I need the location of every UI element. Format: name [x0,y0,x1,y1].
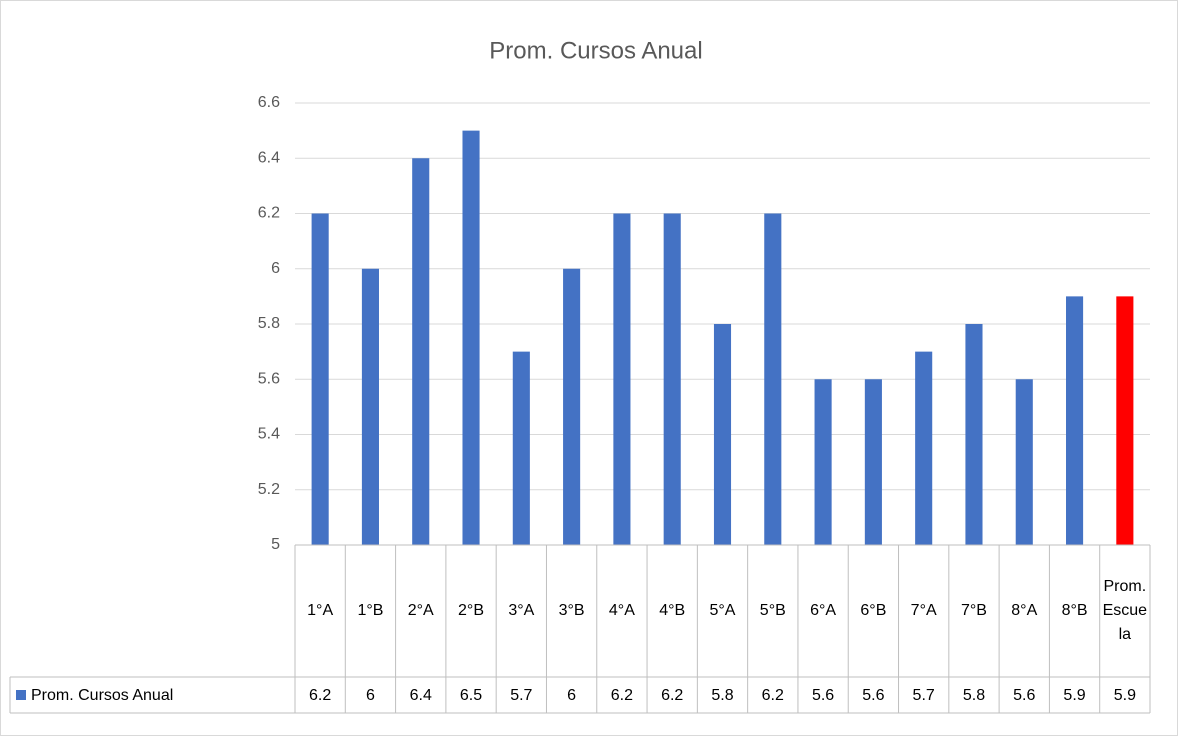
x-tick-label: 8°B [1061,602,1088,619]
y-tick-label: 5.6 [258,370,280,387]
x-tick-label: 6°A [810,602,837,619]
x-tick-label: 1°B [357,602,384,619]
x-tick-label: Prom. Escuela [1102,578,1148,643]
bar [613,213,631,545]
table-value: 5.6 [812,687,834,704]
x-tick-label: 3°A [508,602,535,619]
x-tick-label: 4°A [608,602,635,619]
bar [915,351,933,545]
bar [311,213,329,545]
x-tick-label: 3°B [558,602,585,619]
bar [412,158,430,545]
category-cell: 5°B [759,602,786,619]
category-cell: 8°A [1011,602,1038,619]
category-cell: Prom. Escuela [1102,578,1148,643]
bar [1066,296,1084,545]
table-value: 5.9 [1063,687,1085,704]
bar [965,324,983,545]
bar [864,379,882,545]
y-tick-label: 5.2 [258,481,280,498]
bar [814,379,832,545]
category-cell: 4°B [659,602,686,619]
table-value: 5.6 [1013,687,1035,704]
category-cell: 2°A [407,602,434,619]
category-cell: 4°A [608,602,635,619]
x-tick-label: 7°B [960,602,987,619]
category-cell: 3°B [558,602,585,619]
table-value: 5.7 [510,687,532,704]
table-value: 6 [366,687,375,704]
y-tick-label: 6.2 [258,205,280,222]
y-tick-label: 5.8 [258,315,280,332]
x-tick-label: 6°B [860,602,887,619]
legend-key [16,690,26,700]
y-tick-label: 6.4 [258,149,280,166]
category-cell: 3°A [508,602,535,619]
x-tick-label: 8°A [1011,602,1038,619]
y-tick-label: 6.6 [258,94,280,111]
chart-title: Prom. Cursos Anual [489,37,702,64]
bar [663,213,681,545]
category-cell: 5°A [709,602,736,619]
x-tick-label: 5°A [709,602,736,619]
bar [462,130,480,545]
bar [563,268,581,545]
table-value: 6 [567,687,576,704]
table-value: 5.7 [913,687,935,704]
bar [361,268,379,545]
category-cell: 7°B [960,602,987,619]
category-cell: 8°B [1061,602,1088,619]
table-value: 5.8 [711,687,733,704]
category-cell: 7°A [910,602,937,619]
table-value: 6.2 [762,687,784,704]
x-tick-label: 1°A [307,602,334,619]
category-cell: 1°A [307,602,334,619]
category-cell: 6°B [860,602,887,619]
table-value: 6.4 [410,687,432,704]
bar [1116,296,1134,545]
x-tick-label: 4°B [659,602,686,619]
table-value: 6.2 [611,687,633,704]
y-tick-label: 5 [271,536,280,553]
x-tick-label: 7°A [910,602,937,619]
category-cell: 6°A [810,602,837,619]
legend-label: Prom. Cursos Anual [31,687,173,704]
table-value: 6.2 [309,687,331,704]
table-value: 5.9 [1114,687,1136,704]
table-value: 5.6 [862,687,884,704]
x-tick-label: 2°B [458,602,484,619]
bar [713,324,732,545]
category-cell: 2°B [458,602,484,619]
x-tick-label: 5°B [759,602,786,619]
y-tick-label: 5.4 [258,426,280,443]
x-tick-label: 2°A [407,602,434,619]
table-value: 6.5 [460,687,482,704]
table-value: 5.8 [963,687,985,704]
bar [1015,379,1033,545]
y-tick-label: 6 [271,260,280,277]
bar [764,213,782,545]
table-value: 6.2 [661,687,683,704]
category-cell: 1°B [357,602,384,619]
bar [512,351,530,545]
